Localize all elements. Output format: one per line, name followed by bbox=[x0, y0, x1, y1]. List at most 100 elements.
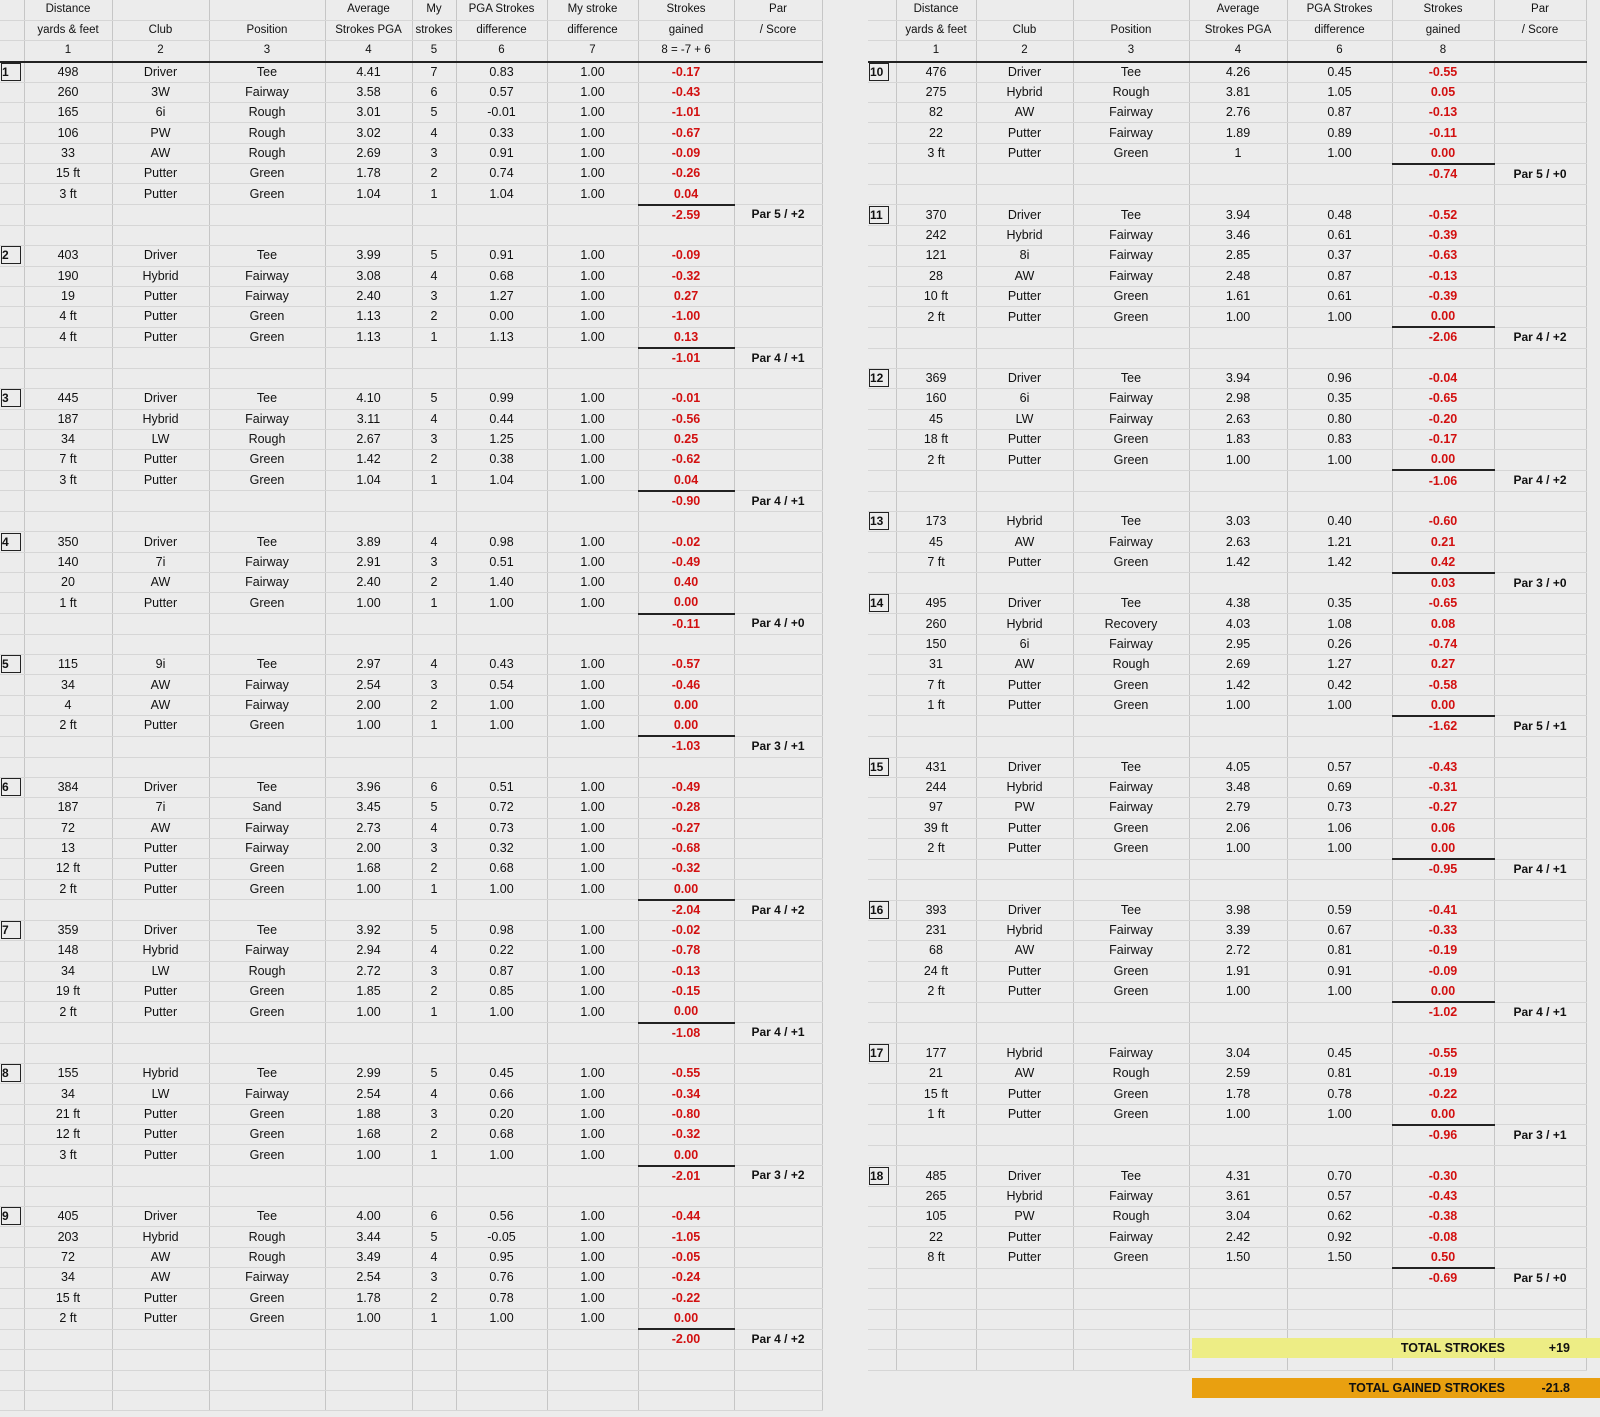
data-cell bbox=[547, 736, 639, 758]
data-cell: 384 bbox=[24, 777, 113, 799]
data-cell bbox=[325, 1329, 413, 1351]
data-cell bbox=[1287, 1002, 1393, 1024]
data-cell: 34 bbox=[24, 1267, 113, 1289]
data-cell bbox=[112, 736, 210, 758]
data-cell bbox=[896, 1124, 977, 1147]
data-cell: 0.22 bbox=[456, 940, 548, 962]
stroke-row: 7 ft Putter Green 1.42 2 0.38 1.00 -0.62 bbox=[0, 449, 823, 471]
par-score-cell: Par 4 / +2 bbox=[734, 1329, 823, 1351]
hole-start-row: 11 370 Driver Tee 3.94 0.48 -0.52 bbox=[868, 204, 1587, 226]
data-cell: 0.81 bbox=[1287, 1063, 1393, 1085]
strokes-gained-cell bbox=[1392, 184, 1495, 206]
par-score-cell bbox=[1494, 1288, 1587, 1310]
stroke-row: 165 6i Rough 3.01 5 -0.01 1.00 -1.01 bbox=[0, 102, 823, 124]
hole-number-cell: 13 bbox=[868, 511, 897, 533]
par-score-cell bbox=[734, 1083, 823, 1105]
data-cell bbox=[1287, 879, 1393, 901]
strokes-gained-cell: -0.32 bbox=[638, 266, 735, 287]
hole-number-cell bbox=[0, 797, 25, 819]
par-score-cell: Par 4 / +1 bbox=[734, 490, 823, 512]
stroke-row bbox=[868, 1288, 1587, 1310]
strokes-gained-cell: -0.43 bbox=[638, 82, 735, 104]
total-gained-row: TOTAL GAINED STROKES -21.8 bbox=[1192, 1378, 1600, 1398]
stroke-row: 187 7i Sand 3.45 5 0.72 1.00 -0.28 bbox=[0, 797, 823, 819]
data-cell bbox=[976, 184, 1074, 206]
hole-number-cell bbox=[868, 572, 897, 595]
stroke-row: 33 AW Rough 2.69 3 0.91 1.00 -0.09 bbox=[0, 143, 823, 165]
data-cell bbox=[1073, 163, 1190, 186]
hole-number-cell bbox=[0, 122, 25, 144]
data-cell: 1.00 bbox=[456, 592, 548, 615]
strokes-gained-cell: -0.46 bbox=[638, 674, 735, 696]
data-cell: 203 bbox=[24, 1226, 113, 1248]
data-cell: 0.95 bbox=[456, 1247, 548, 1269]
data-cell: 0.68 bbox=[456, 858, 548, 880]
data-cell: 359 bbox=[24, 920, 113, 942]
data-cell: 2 ft bbox=[24, 1001, 113, 1023]
hole-start-row: 8 155 Hybrid Tee 2.99 5 0.45 1.00 -0.55 bbox=[0, 1063, 823, 1085]
data-cell: Tee bbox=[1073, 900, 1190, 921]
hole-number-cell bbox=[868, 634, 897, 656]
stroke-row: 2 ft Putter Green 1.00 1.00 0.00 bbox=[868, 838, 1587, 860]
hole-number-cell: 12 bbox=[868, 368, 897, 390]
data-cell bbox=[547, 634, 639, 656]
hole-number-cell bbox=[868, 961, 897, 982]
data-cell: 0.57 bbox=[1287, 1186, 1393, 1208]
hole-start-row: 16 393 Driver Tee 3.98 0.59 -0.41 bbox=[868, 900, 1587, 921]
par-score-cell bbox=[1494, 429, 1587, 451]
hole-gained-total: -2.01 bbox=[638, 1164, 735, 1187]
data-cell: 7 bbox=[412, 61, 457, 83]
data-cell: Recovery bbox=[1073, 613, 1190, 635]
data-cell bbox=[209, 757, 326, 778]
header-cell bbox=[976, 0, 1074, 21]
data-cell bbox=[456, 634, 548, 656]
header-cell: Distance bbox=[24, 0, 113, 21]
hole-number-cell bbox=[868, 674, 897, 696]
data-cell bbox=[1287, 1145, 1393, 1167]
hole-number-cell bbox=[868, 266, 897, 287]
data-cell bbox=[1073, 859, 1190, 881]
stroke-row bbox=[868, 184, 1587, 206]
data-cell: 4.31 bbox=[1189, 1165, 1288, 1187]
strokes-gained-cell: -0.43 bbox=[1392, 1186, 1495, 1208]
data-cell: 3 bbox=[412, 838, 457, 860]
hole-number-cell bbox=[868, 429, 897, 451]
data-cell: 2.95 bbox=[1189, 634, 1288, 656]
hole-number-cell bbox=[868, 409, 897, 430]
data-cell: 4.00 bbox=[325, 1206, 413, 1228]
data-cell bbox=[1287, 736, 1393, 758]
data-cell: 1.78 bbox=[325, 1288, 413, 1309]
data-cell: Green bbox=[1073, 981, 1190, 1003]
data-cell: 0.87 bbox=[1287, 102, 1393, 124]
data-cell: 1.00 bbox=[1287, 1104, 1393, 1126]
data-cell: Putter bbox=[112, 592, 210, 615]
header-cell: gained bbox=[1392, 20, 1495, 42]
header-cell: My stroke bbox=[547, 0, 639, 21]
strokes-gained-cell: -0.09 bbox=[638, 143, 735, 165]
strokes-gained-cell: -0.13 bbox=[638, 961, 735, 982]
hole-gained-total: -1.62 bbox=[1392, 714, 1495, 738]
stroke-row bbox=[868, 1145, 1587, 1167]
hole-number-cell bbox=[0, 266, 25, 287]
strokes-gained-cell: 0.50 bbox=[1392, 1247, 1495, 1269]
data-cell bbox=[112, 1022, 210, 1044]
hole-number-cell bbox=[0, 183, 25, 206]
data-cell: 3.04 bbox=[1189, 1206, 1288, 1228]
hole-number-cell bbox=[868, 1329, 897, 1351]
data-cell bbox=[456, 1370, 548, 1391]
strokes-gained-cell: -0.09 bbox=[1392, 961, 1495, 982]
hole-number-cell bbox=[0, 961, 25, 982]
data-cell: 1.40 bbox=[456, 572, 548, 594]
hole-number-cell: 18 bbox=[868, 1165, 897, 1187]
strokes-gained-cell: 0.25 bbox=[638, 429, 735, 451]
data-cell: 1.00 bbox=[547, 388, 639, 410]
data-cell: 1.00 bbox=[1287, 695, 1393, 717]
par-score-cell bbox=[734, 61, 823, 83]
header-blank-cell bbox=[868, 0, 897, 21]
strokes-gained-cell: 0.00 bbox=[638, 592, 735, 615]
hole-total-row: -1.01 Par 4 / +1 bbox=[0, 346, 823, 369]
data-cell: 2.91 bbox=[325, 552, 413, 574]
data-cell bbox=[976, 327, 1074, 349]
data-cell: 3.81 bbox=[1189, 82, 1288, 104]
hole-number-cell bbox=[868, 531, 897, 553]
